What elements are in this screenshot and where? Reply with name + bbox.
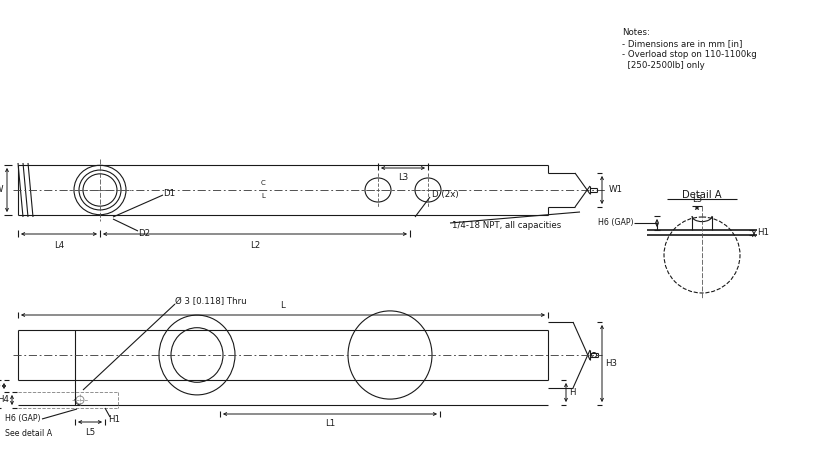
Text: L: L [281, 301, 286, 310]
Text: L1: L1 [325, 419, 335, 428]
Text: D (2x): D (2x) [432, 190, 458, 199]
Text: L2: L2 [250, 241, 260, 250]
Text: D2: D2 [138, 228, 150, 237]
Text: [250-2500lb] only: [250-2500lb] only [622, 61, 704, 70]
Text: L5: L5 [692, 195, 702, 204]
Text: - Overload stop on 110-1100kg: - Overload stop on 110-1100kg [622, 50, 757, 59]
Text: H1: H1 [108, 415, 120, 424]
Text: W1: W1 [609, 186, 623, 195]
Text: D1: D1 [163, 189, 175, 197]
Text: H1: H1 [757, 228, 769, 237]
Text: L4: L4 [53, 241, 64, 250]
Text: W: W [0, 186, 3, 195]
Text: H4: H4 [0, 395, 9, 404]
Text: Detail A: Detail A [682, 190, 722, 200]
Text: - Dimensions are in mm [in]: - Dimensions are in mm [in] [622, 39, 742, 48]
Text: L: L [261, 193, 265, 199]
Text: C: C [261, 180, 265, 186]
Text: L3: L3 [398, 173, 408, 182]
Text: H6 (GAP): H6 (GAP) [5, 415, 40, 424]
Text: H: H [569, 388, 575, 397]
Text: H6 (GAP): H6 (GAP) [598, 219, 634, 227]
Text: 1/4-18 NPT, all capacities: 1/4-18 NPT, all capacities [452, 220, 561, 229]
Text: L5: L5 [85, 428, 95, 437]
Text: H5: H5 [0, 381, 1, 391]
Text: H3: H3 [605, 359, 617, 368]
Text: Notes:: Notes: [622, 28, 650, 37]
Text: Ø 3 [0.118] Thru: Ø 3 [0.118] Thru [175, 297, 247, 307]
Text: See detail A: See detail A [5, 429, 52, 438]
